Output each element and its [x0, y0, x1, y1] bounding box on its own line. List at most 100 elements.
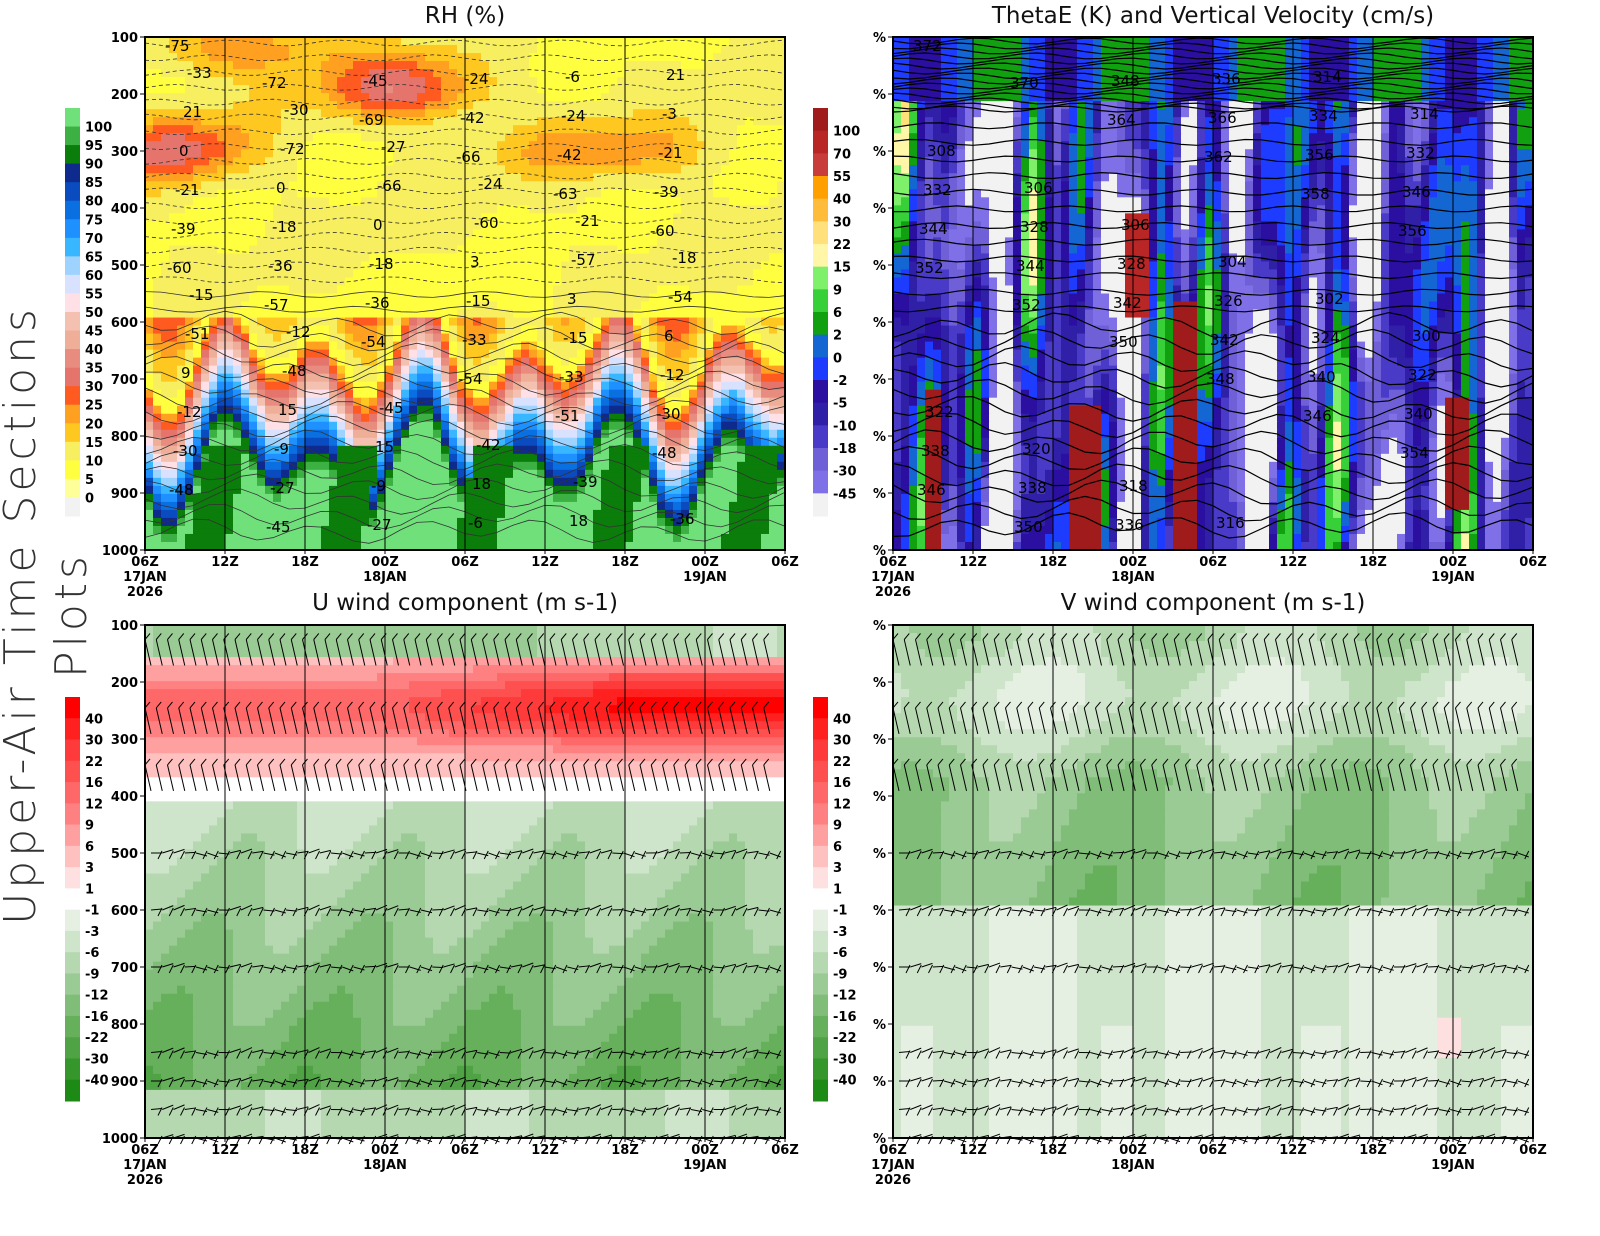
field-cell	[449, 510, 458, 519]
field-cell	[705, 189, 714, 198]
field-cell	[201, 37, 210, 46]
field-cell	[225, 285, 234, 294]
field-cell	[569, 269, 578, 278]
field-cell	[681, 237, 690, 246]
field-cell	[505, 61, 514, 70]
field-cell	[233, 165, 242, 174]
field-cell	[313, 77, 322, 86]
field-cell	[745, 109, 754, 118]
field-cell	[417, 109, 426, 118]
field-cell	[337, 518, 346, 527]
field-cell	[713, 173, 722, 182]
field-cell	[401, 173, 410, 182]
field-cell	[217, 277, 226, 286]
field-cell	[457, 414, 466, 423]
field-cell	[713, 494, 722, 503]
field-cell	[657, 173, 666, 182]
field-cell	[641, 53, 650, 62]
field-cell	[249, 382, 258, 391]
field-cell	[577, 53, 586, 62]
field-cell	[249, 318, 258, 327]
field-cell	[193, 462, 202, 471]
field-cell	[449, 189, 458, 198]
field-cell	[457, 45, 466, 54]
field-cell	[433, 486, 442, 495]
field-cell	[225, 438, 234, 447]
field-cell	[385, 478, 394, 487]
field-cell	[241, 350, 250, 359]
field-cell	[577, 438, 586, 447]
field-cell	[441, 173, 450, 182]
field-cell	[625, 173, 634, 182]
field-cell	[353, 93, 362, 102]
field-cell	[329, 326, 338, 335]
field-cell	[665, 85, 674, 94]
field-cell	[529, 101, 538, 110]
field-cell	[217, 390, 226, 399]
field-cell	[569, 398, 578, 407]
field-cell	[641, 334, 650, 343]
field-cell	[561, 173, 570, 182]
field-cell	[641, 358, 650, 367]
field-cell	[161, 149, 170, 158]
field-cell	[489, 422, 498, 431]
field-cell	[217, 149, 226, 158]
field-cell	[353, 149, 362, 158]
field-cell	[257, 518, 266, 527]
field-cell	[153, 334, 162, 343]
field-cell	[185, 390, 194, 399]
field-cell	[673, 53, 682, 62]
field-cell	[705, 414, 714, 423]
field-cell	[417, 53, 426, 62]
field-cell	[161, 422, 170, 431]
field-cell	[641, 45, 650, 54]
field-cell	[681, 414, 690, 423]
field-cell	[185, 165, 194, 174]
field-cell	[497, 133, 506, 142]
field-cell	[705, 294, 714, 303]
field-cell	[745, 406, 754, 415]
field-cell	[633, 494, 642, 503]
field-cell	[713, 277, 722, 286]
field-cell	[185, 462, 194, 471]
field-cell	[449, 197, 458, 206]
field-cell	[225, 253, 234, 262]
field-cell	[241, 462, 250, 471]
field-cell	[721, 77, 730, 86]
field-cell	[193, 374, 202, 383]
field-cell	[553, 398, 562, 407]
field-cell	[313, 165, 322, 174]
field-cell	[425, 149, 434, 158]
field-cell	[361, 221, 370, 230]
field-cell	[729, 406, 738, 415]
field-cell	[225, 205, 234, 214]
field-cell	[241, 109, 250, 118]
field-cell	[465, 398, 474, 407]
field-cell	[585, 37, 594, 46]
field-cell	[625, 454, 634, 463]
field-cell	[361, 205, 370, 214]
field-cell	[353, 518, 362, 527]
colorbar-label: 65	[85, 250, 103, 265]
field-cell	[297, 221, 306, 230]
field-cell	[713, 406, 722, 415]
field-cell	[737, 382, 746, 391]
field-cell	[569, 173, 578, 182]
field-cell	[153, 390, 162, 399]
field-cell	[209, 374, 218, 383]
field-cell	[545, 69, 554, 78]
field-cell	[705, 390, 714, 399]
field-cell	[313, 334, 322, 343]
field-cell	[185, 350, 194, 359]
field-cell	[505, 406, 514, 415]
field-cell	[385, 221, 394, 230]
field-cell	[145, 165, 154, 174]
field-cell	[721, 37, 730, 46]
field-cell	[233, 342, 242, 351]
field-cell	[361, 213, 370, 222]
field-cell	[225, 366, 234, 375]
field-cell	[185, 245, 194, 254]
field-cell	[649, 165, 658, 174]
field-cell	[249, 45, 258, 54]
field-cell	[633, 454, 642, 463]
